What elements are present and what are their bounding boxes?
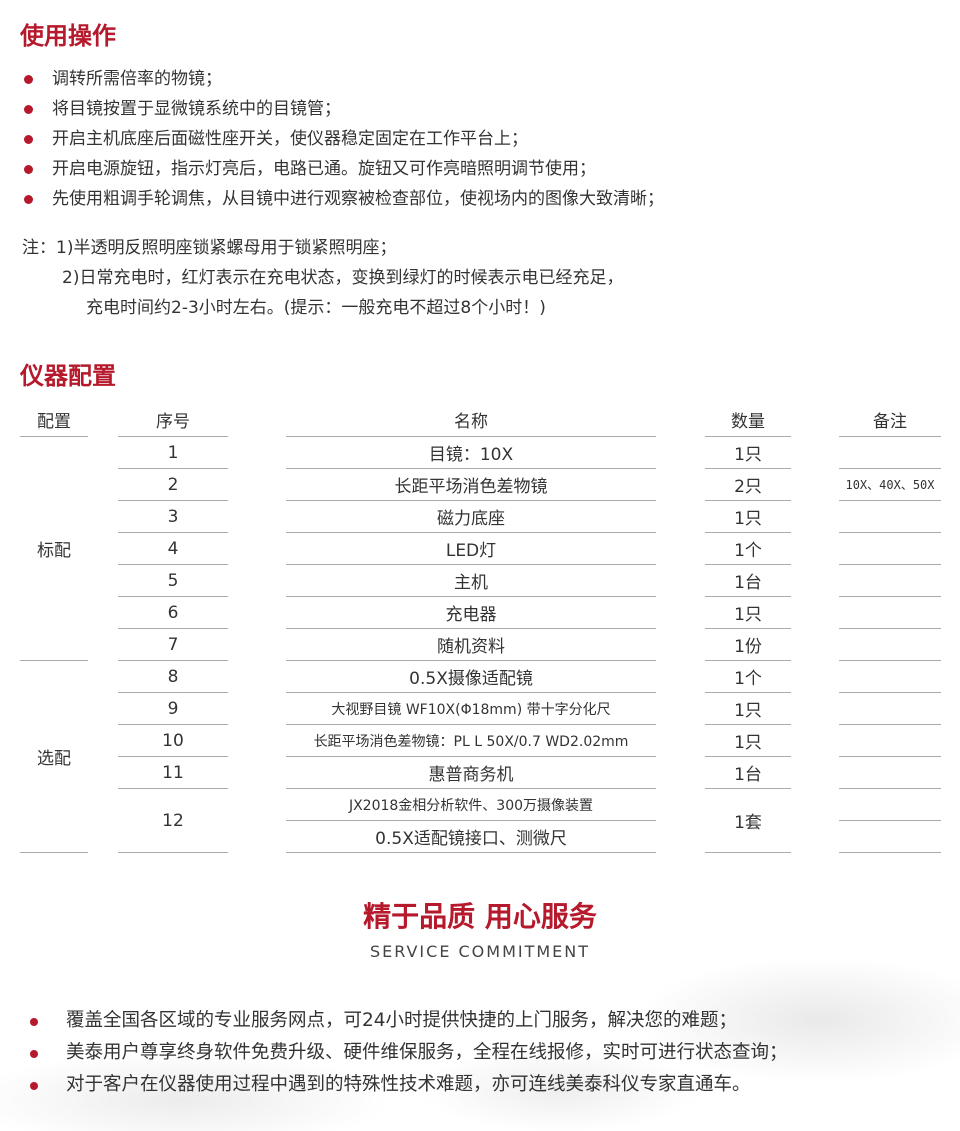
row-remark	[839, 725, 941, 757]
row-qty: 1只	[705, 501, 791, 533]
row-name: 长距平场消色差物镜	[286, 469, 656, 501]
note-1: 注：1)半透明反照明座锁紧螺母用于锁紧照明座；	[22, 238, 397, 258]
row-no: 10	[118, 725, 228, 757]
row-name: 随机资料	[286, 629, 656, 661]
row-remark: 10X、40X、50X	[839, 469, 941, 501]
row-remark	[839, 693, 941, 725]
header-no: 序号	[118, 402, 228, 437]
row-no: 9	[118, 693, 228, 725]
row-qty: 1份	[705, 629, 791, 661]
row-no: 4	[118, 533, 228, 565]
row-qty: 1台	[705, 565, 791, 597]
row-no: 2	[118, 469, 228, 501]
row-remark	[839, 565, 941, 597]
service-subtitle: SERVICE COMMITMENT	[369, 942, 591, 961]
header-remark: 备注	[839, 402, 941, 437]
note-3: 充电时间约2-3小时左右。(提示：一般充电不超过8个小时！)	[86, 298, 546, 318]
row-qty: 1个	[705, 533, 791, 565]
group-optional: 选配	[20, 661, 88, 853]
row-no: 3	[118, 501, 228, 533]
config-title: 仪器配置	[20, 362, 116, 390]
header-name: 名称	[286, 402, 656, 437]
list-item: 调转所需倍率的物镜；	[24, 64, 664, 94]
row-remark	[839, 437, 941, 469]
row-qty: 1只	[705, 597, 791, 629]
row-name: 目镜：10X	[286, 437, 656, 469]
list-item: 先使用粗调手轮调焦，从目镜中进行观察被检查部位，使视场内的图像大致清晰；	[24, 184, 664, 214]
row-name: 充电器	[286, 597, 656, 629]
note-2: 2)日常充电时，红灯表示在充电状态，变换到绿灯的时候表示电已经充足，	[62, 268, 624, 288]
row-name: 主机	[286, 565, 656, 597]
row-remark	[839, 789, 941, 821]
row-name: JX2018金相分析软件、300万摄像装置	[286, 789, 656, 821]
usage-list: 调转所需倍率的物镜； 将目镜按置于显微镜系统中的目镜管； 开启主机底座后面磁性座…	[24, 64, 664, 214]
row-name-2: 0.5X适配镜接口、测微尺	[286, 821, 656, 853]
usage-title: 使用操作	[20, 22, 116, 50]
world-map-background	[0, 950, 960, 1131]
list-item: 开启电源旋钮，指示灯亮后，电路已通。旋钮又可作亮暗照明调节使用；	[24, 154, 664, 184]
row-remark	[839, 661, 941, 693]
header-config: 配置	[20, 402, 88, 437]
row-qty: 1只	[705, 725, 791, 757]
row-no: 11	[118, 757, 228, 789]
row-no: 1	[118, 437, 228, 469]
row-no: 5	[118, 565, 228, 597]
list-item: 将目镜按置于显微镜系统中的目镜管；	[24, 94, 664, 124]
row-qty: 2只	[705, 469, 791, 501]
row-name: 长距平场消色差物镜：PL L 50X/0.7 WD2.02mm	[286, 725, 656, 757]
service-list: 覆盖全国各区域的专业服务网点，可24小时提供快捷的上门服务，解决您的难题； 美泰…	[30, 1005, 788, 1101]
row-remark	[839, 757, 941, 789]
row-remark	[839, 629, 941, 661]
row-name: 惠普商务机	[286, 757, 656, 789]
group-standard: 标配	[20, 437, 88, 661]
row-name: LED灯	[286, 533, 656, 565]
row-remark	[839, 821, 941, 853]
row-qty: 1只	[705, 693, 791, 725]
list-item: 对于客户在仪器使用过程中遇到的特殊性技术难题，亦可连线美泰科仪专家直通车。	[30, 1069, 788, 1101]
list-item: 美泰用户尊享终身软件免费升级、硬件维保服务，全程在线报修，实时可进行状态查询；	[30, 1037, 788, 1069]
row-remark	[839, 597, 941, 629]
row-qty: 1只	[705, 437, 791, 469]
list-item: 开启主机底座后面磁性座开关，使仪器稳定固定在工作平台上；	[24, 124, 664, 154]
row-no: 8	[118, 661, 228, 693]
row-no: 6	[118, 597, 228, 629]
row-remark	[839, 501, 941, 533]
row-name: 0.5X摄像适配镜	[286, 661, 656, 693]
header-qty: 数量	[705, 402, 791, 437]
service-title: 精于品质 用心服务	[363, 900, 597, 933]
row-name: 大视野目镜 WF10X(Φ18mm) 带十字分化尺	[286, 693, 656, 725]
row-no: 7	[118, 629, 228, 661]
list-item: 覆盖全国各区域的专业服务网点，可24小时提供快捷的上门服务，解决您的难题；	[30, 1005, 788, 1037]
row-qty: 1套	[705, 789, 791, 853]
row-name: 磁力底座	[286, 501, 656, 533]
row-no: 12	[118, 789, 228, 853]
row-remark	[839, 533, 941, 565]
row-qty: 1个	[705, 661, 791, 693]
row-qty: 1台	[705, 757, 791, 789]
